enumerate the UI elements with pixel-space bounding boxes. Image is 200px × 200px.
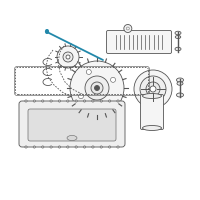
Ellipse shape (175, 47, 181, 51)
Ellipse shape (177, 93, 184, 97)
Ellipse shape (142, 94, 162, 98)
Circle shape (85, 76, 109, 100)
FancyBboxPatch shape (106, 30, 172, 53)
Circle shape (57, 46, 79, 68)
Circle shape (63, 52, 73, 62)
Circle shape (124, 24, 132, 32)
FancyBboxPatch shape (28, 109, 116, 141)
Circle shape (150, 86, 156, 92)
Ellipse shape (175, 31, 181, 35)
Ellipse shape (142, 126, 162, 130)
Circle shape (91, 82, 103, 94)
Circle shape (95, 86, 100, 90)
Circle shape (111, 77, 116, 82)
Circle shape (134, 70, 172, 108)
Ellipse shape (67, 136, 77, 140)
FancyBboxPatch shape (140, 95, 164, 130)
Circle shape (70, 61, 124, 115)
Ellipse shape (177, 82, 183, 85)
Ellipse shape (177, 78, 184, 82)
Circle shape (146, 82, 160, 96)
Circle shape (103, 102, 108, 107)
FancyBboxPatch shape (19, 101, 125, 147)
Circle shape (66, 55, 70, 59)
Circle shape (86, 69, 91, 74)
Ellipse shape (175, 36, 181, 38)
Circle shape (78, 94, 83, 99)
Circle shape (140, 76, 166, 102)
